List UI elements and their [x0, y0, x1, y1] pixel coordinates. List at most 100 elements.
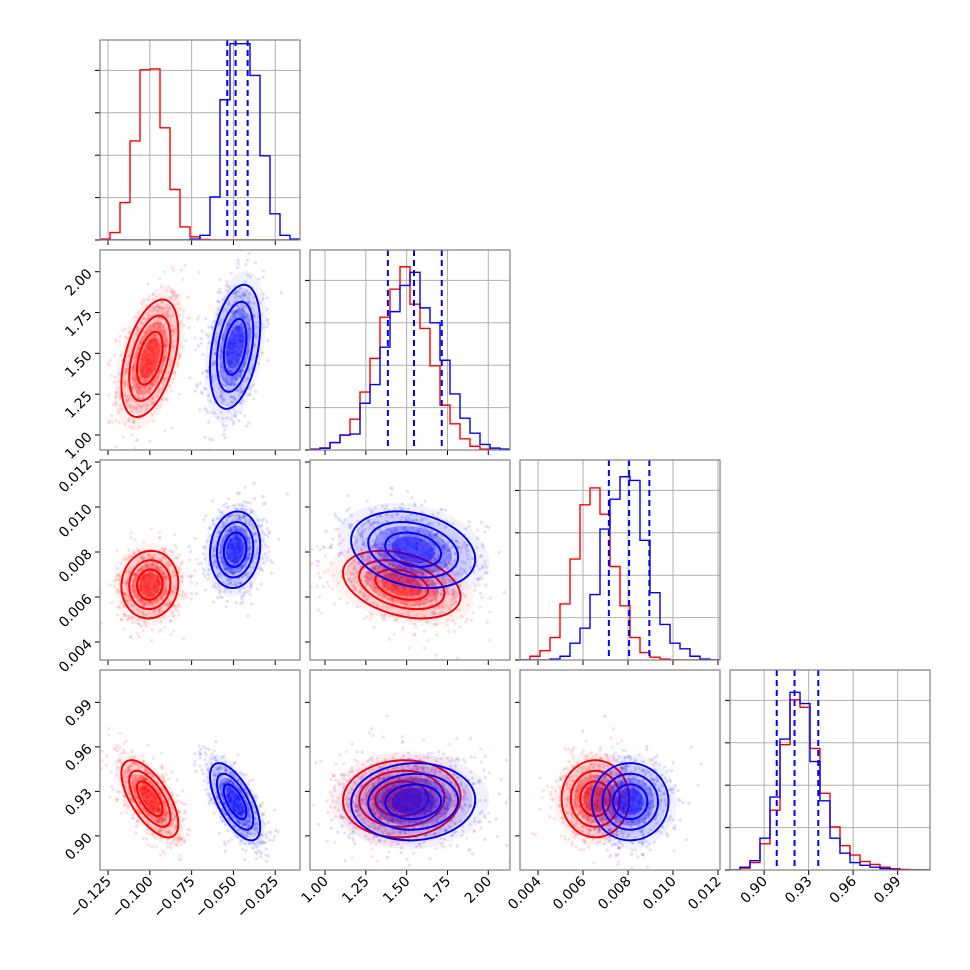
scatter-point-blue — [232, 383, 236, 387]
scatter-point-red — [390, 562, 394, 567]
scatter-point-red — [145, 837, 149, 841]
panel-frame — [309, 459, 511, 661]
scatter-point-blue — [219, 389, 223, 393]
scatter-point-red — [157, 536, 161, 540]
scatter-point-red — [148, 807, 152, 811]
scatter-point-red — [287, 577, 290, 580]
scatter-point-red — [182, 839, 187, 843]
scatter-point-blue — [230, 395, 234, 399]
scatter-point-red — [405, 603, 410, 607]
scatter-point-blue — [251, 383, 256, 387]
scatter-point-red — [166, 844, 170, 849]
scatter-point-blue — [433, 547, 437, 551]
scatter-point-red — [365, 580, 369, 584]
scatter-point-blue — [258, 524, 262, 528]
scatter-point-blue — [413, 501, 417, 506]
scatter-point-blue — [378, 542, 383, 546]
scatter-point-blue — [253, 532, 257, 537]
scatter-point-blue — [367, 520, 371, 525]
scatter-point-blue — [421, 561, 425, 565]
scatter-point-red — [171, 818, 175, 822]
scatter-point-red — [154, 798, 158, 802]
scatter-point-blue — [359, 548, 364, 552]
scatter-point-blue — [241, 586, 246, 590]
scatter-point-red — [402, 587, 406, 591]
scatter-point-red — [329, 561, 333, 565]
scatter-point-blue — [447, 561, 452, 565]
scatter-point-blue — [229, 558, 233, 562]
scatter-point-red — [165, 371, 169, 375]
scatter-point-blue — [226, 550, 230, 554]
scatter-point-blue — [238, 540, 242, 545]
scatter-point-red — [156, 818, 160, 822]
scatter-point-blue — [234, 507, 238, 511]
scatter-point-red — [150, 576, 154, 580]
scatter-point-blue — [223, 377, 228, 381]
scatter-point-blue — [224, 529, 228, 533]
scatter-point-blue — [233, 523, 237, 528]
scatter-point-blue — [256, 518, 260, 522]
scatter-point-red — [179, 837, 183, 841]
scatter-point-blue — [221, 433, 226, 437]
scatter-point-blue — [226, 289, 230, 293]
scatter-point-blue — [246, 571, 250, 575]
scatter-point-red — [147, 367, 151, 371]
scatter-point-red — [422, 602, 426, 606]
scatter-point-blue — [262, 561, 266, 565]
scatter-point-red — [394, 538, 398, 542]
scatter-point-blue — [199, 561, 204, 566]
scatter-point-red — [163, 344, 167, 348]
scatter-point-red — [381, 553, 385, 557]
scatter-point-red — [321, 584, 325, 589]
scatter-point-blue — [219, 525, 223, 530]
scatter-point-red — [390, 588, 394, 592]
scatter-point-red — [114, 575, 118, 579]
contour-blue — [367, 521, 460, 579]
scatter-point-blue — [218, 287, 222, 291]
scatter-point-red — [439, 592, 443, 596]
scatter-point-red — [157, 800, 161, 804]
scatter-point-red — [424, 554, 429, 559]
scatter-point-red — [124, 592, 128, 596]
scatter-point-blue — [247, 326, 251, 331]
scatter-point-blue — [221, 522, 225, 526]
scatter-point-blue — [237, 559, 241, 563]
scatter-point-red — [153, 338, 157, 342]
scatter-point-red — [164, 305, 168, 310]
scatter-point-blue — [239, 507, 244, 511]
scatter-point-blue — [414, 541, 418, 545]
scatter-point-red — [434, 598, 438, 602]
scatter-point-red — [171, 345, 176, 349]
scatter-point-red — [139, 588, 143, 592]
scatter-point-blue — [347, 507, 351, 511]
scatter-point-blue — [202, 545, 206, 549]
scatter-point-red — [123, 393, 127, 397]
scatter-point-red — [147, 565, 151, 569]
scatter-point-red — [134, 594, 138, 599]
scatter-point-blue — [219, 374, 223, 378]
scatter-point-red — [145, 585, 149, 589]
scatter-point-blue — [435, 533, 439, 537]
density-fill-red — [139, 572, 160, 597]
scatter-point-red — [451, 618, 455, 623]
histogram-red — [310, 266, 510, 450]
scatter-point-blue — [230, 401, 234, 405]
scatter-point-blue — [394, 584, 398, 588]
scatter-point-red — [152, 804, 156, 808]
scatter-point-blue — [443, 563, 448, 567]
scatter-point-blue — [434, 533, 439, 538]
scatter-point-blue — [421, 544, 425, 549]
scatter-point-red — [164, 830, 168, 834]
scatter-point-blue — [246, 296, 250, 300]
scatter-point-red — [317, 608, 321, 612]
scatter-point-red — [416, 590, 420, 594]
scatter-point-red — [384, 571, 389, 576]
scatter-point-blue — [228, 581, 232, 586]
scatter-point-blue — [385, 519, 389, 524]
scatter-point-red — [144, 563, 148, 568]
scatter-point-red — [128, 404, 132, 408]
scatter-point-blue — [211, 584, 215, 589]
scatter-point-red — [138, 567, 142, 572]
scatter-point-red — [150, 808, 155, 812]
scatter-point-red — [149, 362, 153, 366]
